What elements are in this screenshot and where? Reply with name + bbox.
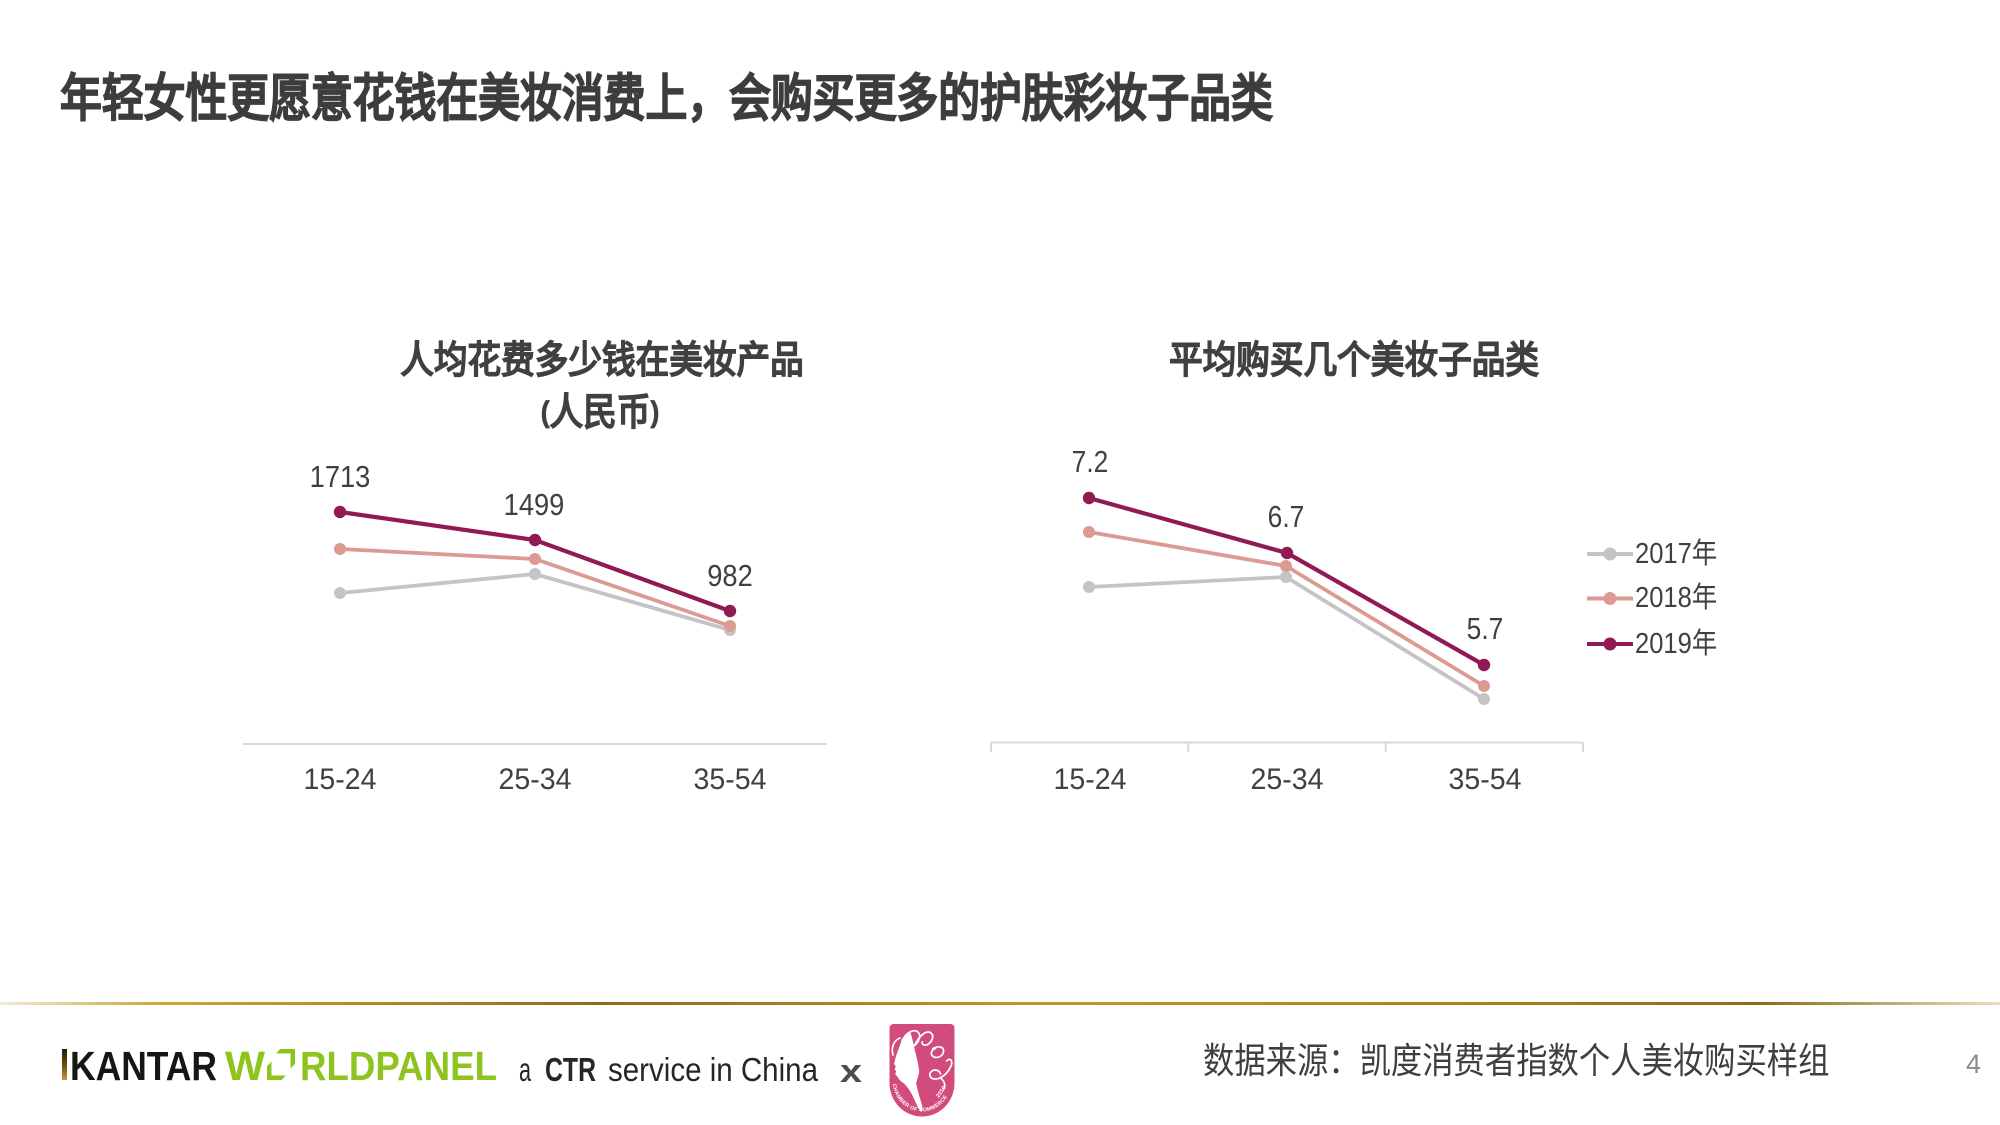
svg-text:service in China: service in China (608, 1051, 819, 1088)
svg-text:W: W (225, 1043, 265, 1089)
svg-text:CTR: CTR (545, 1051, 596, 1088)
svg-text:RLDPANEL: RLDPANEL (300, 1043, 497, 1089)
svg-text:KANTAR: KANTAR (70, 1043, 217, 1089)
svg-text:x: x (840, 1053, 862, 1089)
svg-text:a: a (519, 1051, 531, 1088)
